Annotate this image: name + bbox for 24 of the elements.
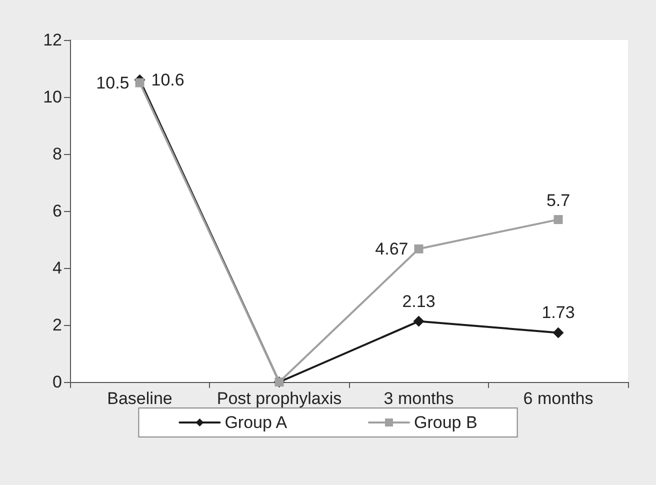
x-tick-label: 6 months (523, 389, 594, 408)
legend-label: Group A (224, 413, 288, 432)
y-tick-label: 2 (52, 316, 62, 334)
data-label: 4.67 (375, 239, 408, 258)
legend-label: Group B (414, 413, 478, 432)
y-tick-label: 6 (52, 202, 62, 220)
x-tick-label: 3 months (384, 389, 454, 408)
point (554, 215, 563, 224)
data-label: 1.73 (542, 303, 575, 322)
data-label: 10.6 (151, 70, 184, 90)
y-tick-label: 10 (43, 88, 62, 106)
data-label: 10.5 (96, 73, 130, 92)
y-tick-label: 4 (52, 258, 62, 278)
y-tick-label: 12 (43, 30, 62, 50)
data-label: 2.13 (402, 292, 436, 311)
y-tick-label: 8 (52, 144, 62, 164)
point (413, 316, 424, 327)
x-tick-label: Baseline (107, 389, 172, 408)
point (552, 327, 564, 338)
point (135, 78, 144, 88)
point (414, 244, 424, 254)
x-tick-label: Post prophylaxis (216, 389, 342, 408)
data-label: 5.7 (546, 191, 570, 210)
y-tick-label: 0 (52, 372, 62, 392)
